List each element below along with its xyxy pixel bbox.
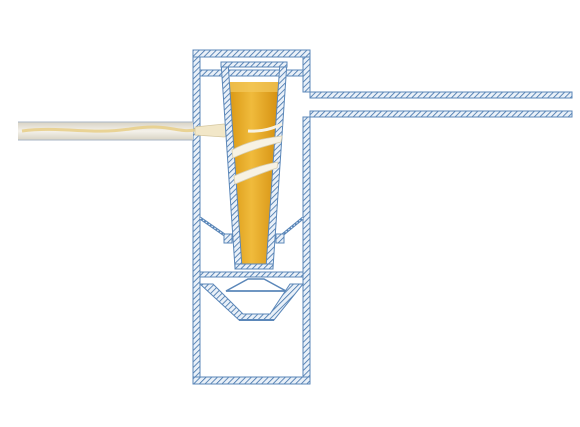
lower-hopper [198,271,305,321]
swirl-flow [231,122,283,185]
inlet-pipe [18,121,250,141]
outer-housing [192,49,311,385]
outlet-pipe [309,91,573,118]
cone-supports [199,216,304,244]
